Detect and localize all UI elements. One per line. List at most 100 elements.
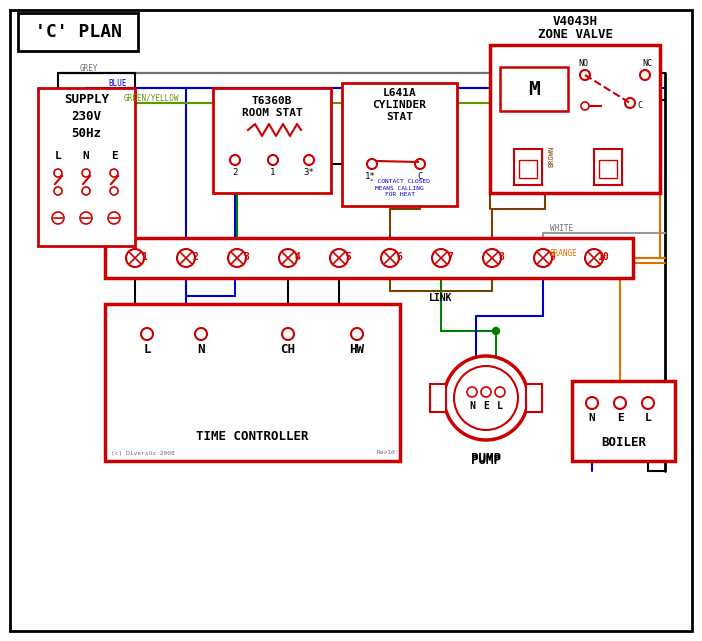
Circle shape	[640, 70, 650, 80]
Text: L641A: L641A	[383, 88, 416, 98]
Circle shape	[177, 249, 195, 267]
Text: Rev1d: Rev1d	[376, 451, 395, 456]
Bar	[594, 149, 622, 185]
Text: NC: NC	[642, 58, 652, 67]
Bar	[519, 160, 537, 178]
Text: N: N	[588, 413, 595, 423]
Text: M: M	[528, 79, 540, 99]
Circle shape	[367, 159, 377, 169]
Bar	[526, 384, 542, 412]
Text: ORANGE: ORANGE	[550, 249, 578, 258]
Text: C: C	[637, 101, 642, 110]
Circle shape	[444, 356, 528, 440]
Circle shape	[642, 397, 654, 409]
Text: T6360B: T6360B	[252, 96, 292, 106]
Text: 2: 2	[192, 252, 198, 262]
Circle shape	[493, 328, 500, 335]
Circle shape	[534, 249, 552, 267]
Text: ZONE VALVE: ZONE VALVE	[538, 28, 613, 40]
Circle shape	[481, 387, 491, 397]
Text: CYLINDER: CYLINDER	[373, 100, 427, 110]
Text: LINK: LINK	[429, 293, 453, 303]
Text: L: L	[644, 413, 651, 423]
Circle shape	[282, 328, 294, 340]
Circle shape	[432, 249, 450, 267]
Text: PUMP: PUMP	[471, 453, 501, 467]
Text: BLUE: BLUE	[108, 78, 126, 88]
Text: V4043H: V4043H	[552, 15, 597, 28]
Text: CH: CH	[281, 342, 296, 356]
Circle shape	[495, 387, 505, 397]
Text: PUMP: PUMP	[471, 451, 501, 465]
Circle shape	[614, 397, 626, 409]
Circle shape	[381, 249, 399, 267]
Text: E: E	[483, 401, 489, 411]
Text: 1: 1	[270, 167, 276, 176]
Circle shape	[52, 212, 64, 224]
Text: * CONTACT CLOSED
MEANS CALLING
FOR HEAT: * CONTACT CLOSED MEANS CALLING FOR HEAT	[369, 179, 430, 197]
Circle shape	[586, 397, 598, 409]
Text: 3: 3	[243, 252, 249, 262]
Text: HW: HW	[350, 342, 364, 356]
Text: GREY: GREY	[80, 63, 98, 72]
Bar	[599, 160, 617, 178]
Bar	[38, 88, 135, 246]
Circle shape	[141, 328, 153, 340]
Circle shape	[625, 98, 635, 108]
Circle shape	[580, 70, 590, 80]
Text: STAT: STAT	[386, 112, 413, 122]
Text: BOILER: BOILER	[601, 437, 646, 449]
Text: (c) DiverxOz 2008: (c) DiverxOz 2008	[111, 451, 175, 456]
Circle shape	[54, 169, 62, 177]
Text: L: L	[497, 401, 503, 411]
Text: 5: 5	[345, 252, 351, 262]
Text: N: N	[83, 151, 89, 161]
Text: L: L	[55, 151, 61, 161]
Text: 'C' PLAN: 'C' PLAN	[34, 23, 121, 41]
Text: 2: 2	[232, 167, 238, 176]
Circle shape	[82, 187, 90, 195]
Text: C: C	[417, 172, 423, 181]
Bar	[490, 45, 660, 193]
Text: 7: 7	[447, 252, 453, 262]
Text: WHITE: WHITE	[550, 224, 573, 233]
Text: NO: NO	[578, 58, 588, 67]
Text: 10: 10	[597, 252, 609, 262]
Circle shape	[108, 212, 120, 224]
Text: N: N	[469, 401, 475, 411]
Bar	[105, 238, 633, 278]
Circle shape	[228, 249, 246, 267]
Circle shape	[467, 387, 477, 397]
Circle shape	[126, 249, 144, 267]
Circle shape	[483, 249, 501, 267]
Text: TIME CONTROLLER: TIME CONTROLLER	[197, 429, 309, 442]
Text: SUPPLY
230V
50Hz: SUPPLY 230V 50Hz	[64, 92, 109, 140]
Text: 3*: 3*	[304, 167, 314, 176]
Circle shape	[80, 212, 92, 224]
Text: GREEN/YELLOW: GREEN/YELLOW	[124, 94, 180, 103]
Circle shape	[268, 155, 278, 165]
Bar	[105, 304, 400, 461]
Text: 9: 9	[549, 252, 555, 262]
Circle shape	[195, 328, 207, 340]
Circle shape	[230, 155, 240, 165]
Circle shape	[54, 187, 62, 195]
Text: 1*: 1*	[364, 172, 376, 181]
Text: BROWN: BROWN	[548, 146, 554, 167]
Bar	[500, 67, 568, 111]
Bar	[213, 88, 331, 193]
Circle shape	[454, 366, 518, 430]
Text: L: L	[143, 342, 151, 356]
Text: 6: 6	[396, 252, 402, 262]
Text: N: N	[197, 342, 205, 356]
Circle shape	[351, 328, 363, 340]
Circle shape	[585, 249, 603, 267]
Bar	[430, 384, 446, 412]
Circle shape	[415, 159, 425, 169]
Text: E: E	[111, 151, 117, 161]
Circle shape	[330, 249, 348, 267]
Circle shape	[304, 155, 314, 165]
Text: E: E	[616, 413, 623, 423]
Bar	[514, 149, 542, 185]
Circle shape	[110, 187, 118, 195]
